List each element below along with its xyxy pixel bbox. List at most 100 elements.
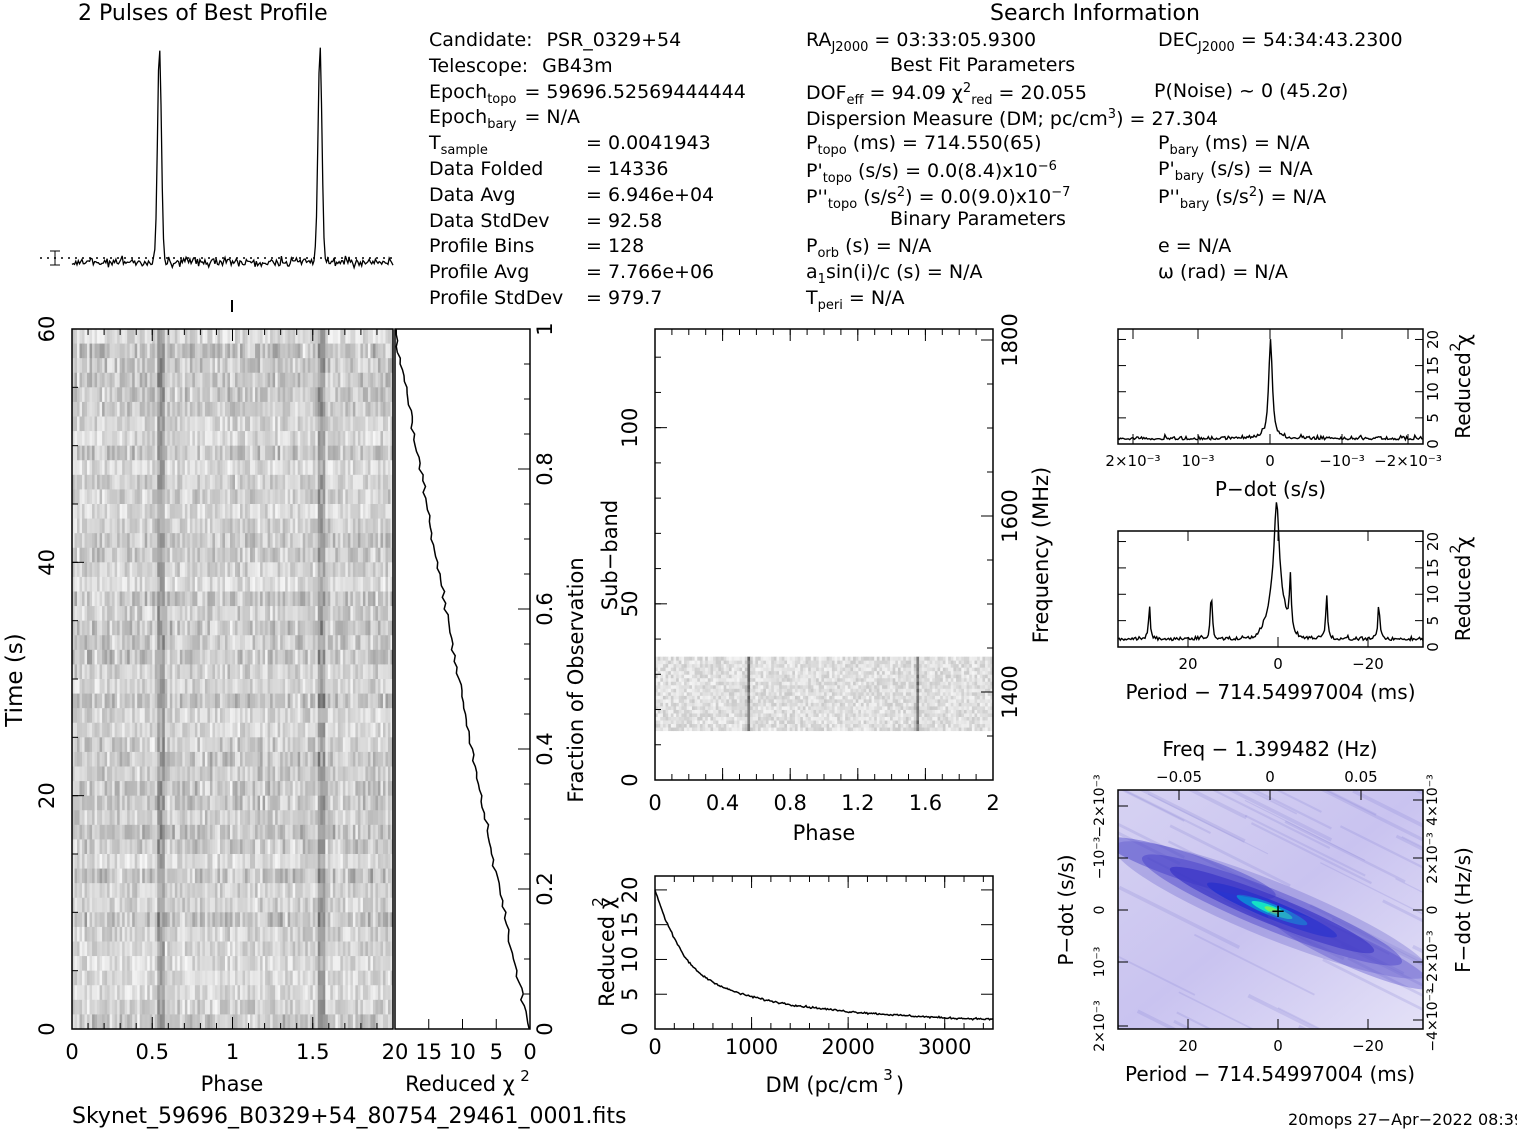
cell [174, 810, 178, 826]
cell [240, 635, 243, 651]
cell [104, 781, 108, 797]
cell [250, 533, 253, 549]
cell [137, 854, 141, 869]
cell [260, 854, 263, 869]
cell [265, 576, 269, 592]
cell [114, 824, 118, 840]
cell [104, 810, 108, 826]
cell [367, 620, 371, 636]
cell [390, 576, 394, 592]
cell [357, 854, 361, 869]
cell [114, 343, 118, 359]
cell [162, 664, 166, 680]
cell [252, 635, 256, 651]
cell [219, 795, 223, 811]
cell [172, 562, 176, 578]
cell [72, 839, 75, 855]
cell [159, 722, 163, 738]
cell [142, 401, 146, 417]
cell [310, 854, 314, 869]
cell [204, 401, 208, 417]
cell [367, 474, 371, 490]
cell [342, 737, 346, 753]
cell [139, 868, 143, 884]
cell [342, 591, 346, 607]
cell [277, 868, 281, 884]
cell [102, 401, 105, 417]
cell [372, 693, 376, 709]
cell [377, 474, 381, 490]
cell [357, 460, 361, 476]
cell [99, 693, 103, 709]
cell [77, 547, 80, 563]
cell [97, 518, 100, 534]
cell [270, 518, 274, 534]
cell [222, 839, 226, 855]
cell [340, 868, 344, 884]
cell [202, 562, 206, 578]
cell [275, 431, 279, 447]
cell [197, 839, 201, 855]
cell [325, 751, 329, 767]
cell [370, 635, 374, 651]
cell [227, 591, 231, 607]
cell [167, 839, 171, 855]
cell [167, 547, 171, 563]
cell [342, 751, 346, 767]
cell [79, 781, 83, 797]
cell [355, 649, 359, 665]
cell [154, 664, 158, 680]
cell [340, 883, 344, 899]
cell [355, 620, 359, 636]
cell [250, 868, 253, 884]
cell [127, 839, 131, 855]
cell [187, 722, 191, 738]
cell [169, 576, 173, 592]
cell [212, 504, 216, 519]
cell [325, 329, 329, 344]
cell [360, 883, 364, 899]
cell [327, 562, 331, 578]
cell [107, 489, 111, 505]
cell [114, 562, 118, 578]
cell [134, 401, 138, 417]
cell [227, 576, 231, 592]
cell [357, 751, 361, 767]
cell [322, 518, 326, 534]
cell [117, 810, 121, 826]
cell [124, 445, 128, 461]
cell [94, 620, 98, 636]
cell [102, 547, 105, 563]
cell [202, 474, 206, 490]
cell [227, 810, 231, 826]
cell [330, 854, 334, 869]
cell [157, 854, 161, 869]
cell [142, 708, 146, 724]
cell [197, 489, 201, 505]
cell [169, 635, 173, 651]
cell [232, 649, 236, 665]
cell [224, 620, 228, 636]
cell [139, 576, 143, 592]
cell [182, 518, 186, 534]
cell [262, 795, 266, 811]
cell [177, 460, 181, 476]
cell [204, 854, 208, 869]
cell [257, 839, 261, 855]
cell [380, 795, 384, 811]
cell [109, 504, 113, 519]
cell [132, 547, 136, 563]
cell [174, 722, 178, 738]
cell [124, 883, 128, 899]
cell [189, 664, 193, 680]
cell [157, 766, 161, 782]
cell [282, 591, 286, 607]
cell [224, 460, 228, 476]
cell [242, 329, 246, 344]
cell [189, 708, 193, 724]
cell [184, 649, 188, 665]
cell [214, 431, 218, 447]
cell [250, 591, 253, 607]
cell [275, 708, 279, 724]
cell [187, 416, 191, 432]
